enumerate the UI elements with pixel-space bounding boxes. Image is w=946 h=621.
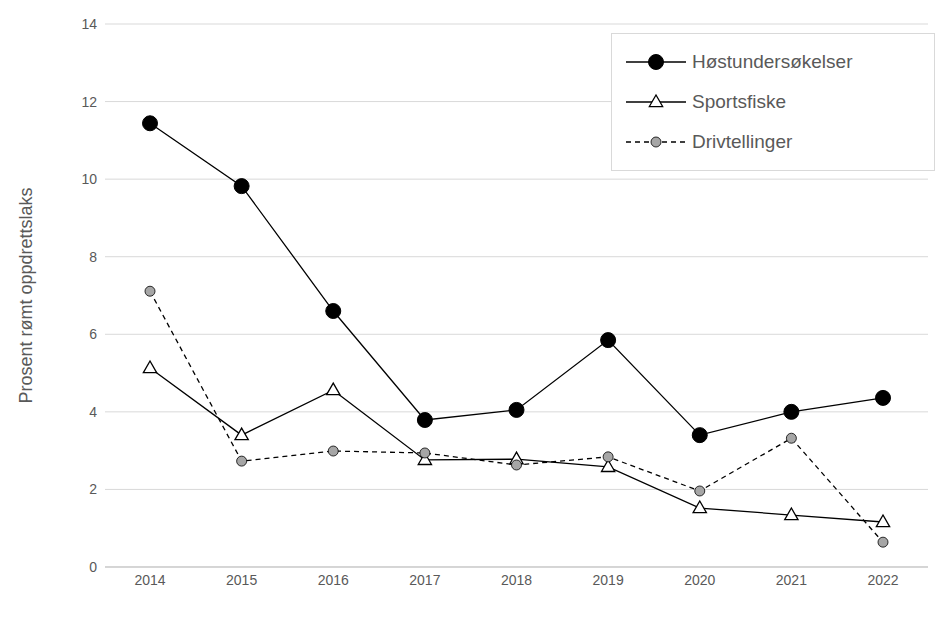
svg-text:8: 8 bbox=[89, 249, 97, 265]
svg-text:2021: 2021 bbox=[776, 572, 807, 588]
svg-text:6: 6 bbox=[89, 326, 97, 342]
html-text:Høstundersøkelser: Høstundersøkelser bbox=[692, 51, 853, 72]
html-text:Drivtellinger: Drivtellinger bbox=[692, 131, 793, 152]
svg-text:2020: 2020 bbox=[684, 572, 715, 588]
svg-text:Prosent rømt oppdrettslaks: Prosent rømt oppdrettslaks bbox=[16, 187, 36, 403]
svg-text:4: 4 bbox=[89, 404, 97, 420]
svg-text:2016: 2016 bbox=[318, 572, 349, 588]
html-text:Sportsfiske: Sportsfiske bbox=[692, 91, 786, 112]
svg-text:14: 14 bbox=[81, 16, 97, 32]
svg-text:0: 0 bbox=[89, 559, 97, 575]
svg-text:2019: 2019 bbox=[593, 572, 624, 588]
svg-text:2017: 2017 bbox=[409, 572, 440, 588]
svg-text:12: 12 bbox=[81, 94, 97, 110]
svg-text:2: 2 bbox=[89, 481, 97, 497]
svg-text:2014: 2014 bbox=[134, 572, 165, 588]
svg-text:2022: 2022 bbox=[867, 572, 898, 588]
svg-text:2018: 2018 bbox=[501, 572, 532, 588]
svg-text:2015: 2015 bbox=[226, 572, 257, 588]
svg-text:10: 10 bbox=[81, 171, 97, 187]
